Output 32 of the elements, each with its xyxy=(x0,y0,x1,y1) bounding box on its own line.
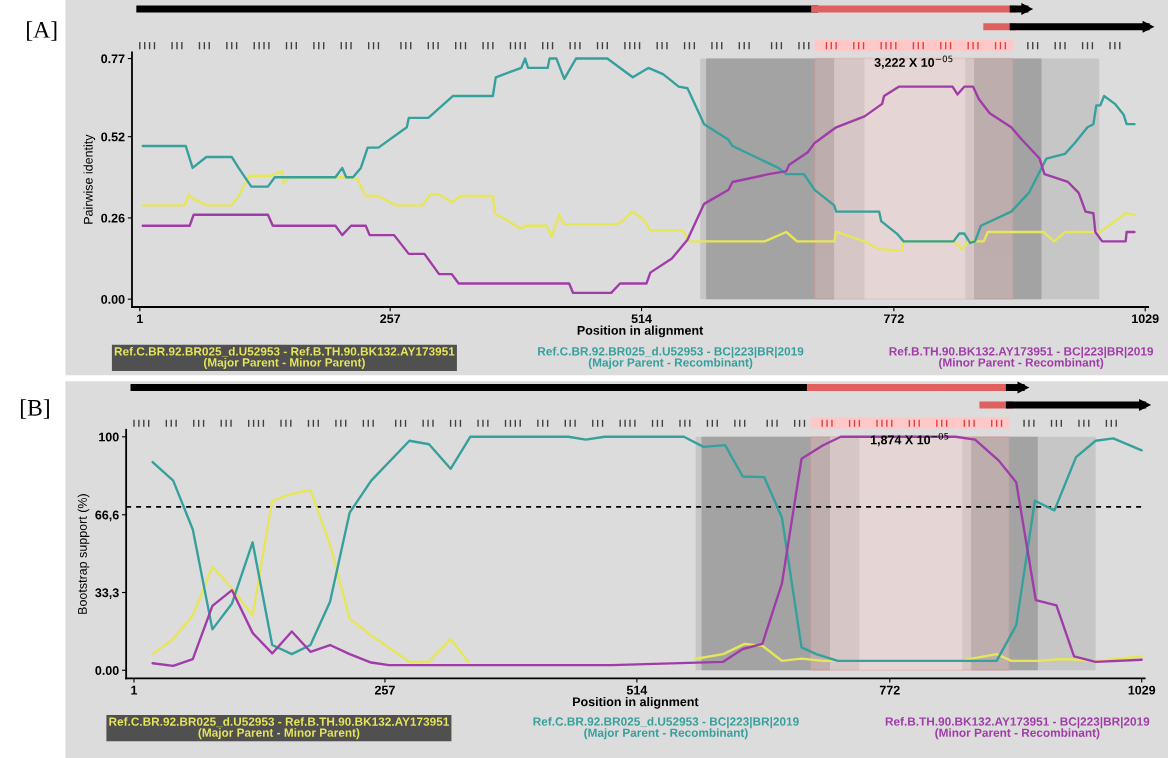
y-tick-label: 66,6 xyxy=(95,510,119,522)
text: Ref.C.BR.92.BR025_d.U52953 - Ref.B.TH.90.BK132.AY173951 (Major Parent - Minor Parent) xyxy=(109,717,449,740)
x-tick-label: 514 xyxy=(626,685,648,695)
y-tick-label: 0.26 xyxy=(101,213,125,223)
x-tick-label: 1 xyxy=(131,685,138,695)
y-tick-label: 0.00 xyxy=(101,294,125,304)
text: Ref.B.TH.90.BK132.AY173951 - BC|223|BR|2019 (Minor Parent - Recombinant) xyxy=(885,717,1150,740)
text: Ref.C.BR.92.BR025_d.U52953 - BC|223|BR|2019 (Major Parent - Recombinant) xyxy=(538,346,804,370)
chart-title: [B] xyxy=(20,399,49,419)
x-tick-label: 257 xyxy=(380,314,401,324)
x-tick-label: 257 xyxy=(374,685,395,695)
y-tick-label: 0.77 xyxy=(101,54,125,64)
x-tick-label: 1 xyxy=(137,314,143,323)
y-axis-title: Pairwise identity xyxy=(83,134,96,224)
x-tick-label: 1029 xyxy=(1128,685,1156,695)
x-tick-label: 772 xyxy=(879,685,900,695)
text: Ref.B.TH.90.BK132.AY173951 - BC|223|BR|2019 (Minor Parent - Recombinant) xyxy=(889,346,1154,370)
x-tick-label: 1029 xyxy=(1132,314,1159,324)
y-axis-title: Bootstrap support (%) xyxy=(77,494,90,614)
y-tick-label: 0.00 xyxy=(95,666,119,675)
x-tick-label: 514 xyxy=(631,314,652,324)
x-axis-title: Position in alignment xyxy=(573,697,699,709)
x-tick-label: 772 xyxy=(883,314,904,323)
text: Ref.C.BR.92.BR025_d.U52953 - Ref.B.TH.90.BK132.AY173951 (Major Parent - Minor Parent) xyxy=(114,346,455,369)
x-axis-title: Position in alignment xyxy=(577,325,704,338)
chart-title: [A] xyxy=(27,21,57,41)
band-label: 3,222 X 10$^{−05}$ xyxy=(874,55,953,69)
y-tick-label: 33,3 xyxy=(95,588,119,599)
y-tick-label: 100 xyxy=(99,432,119,442)
band-label: 1,874 X 10$^{−05}$ xyxy=(870,432,949,447)
text: Ref.C.BR.92.BR025_d.U52953 - BC|223|BR|2019 (Major Parent - Recombinant) xyxy=(533,717,799,740)
y-tick-label: 0.52 xyxy=(101,132,125,142)
